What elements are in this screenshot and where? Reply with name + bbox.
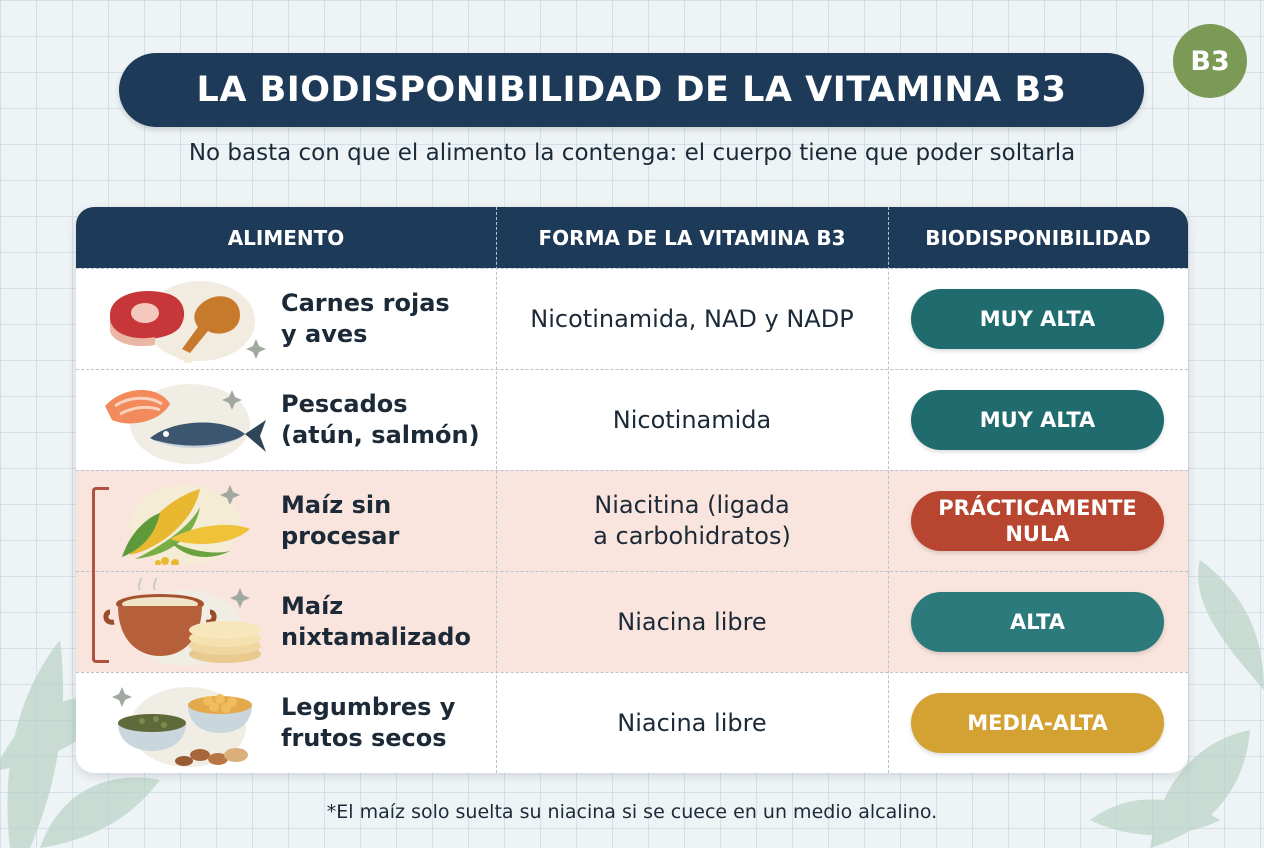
corn-icon (122, 485, 250, 565)
vitamin-form: Niacina libre (496, 572, 888, 672)
level-text: MUY ALTA (979, 307, 1096, 331)
footnote: *El maíz solo suelta su niacina si se cu… (326, 801, 938, 823)
food-name: Maíz sin procesar (281, 471, 491, 571)
food-name: Carnes rojas y aves (281, 269, 491, 369)
header-food: ALIMENTO (227, 225, 345, 250)
level-text: ALTA (1009, 610, 1066, 634)
title-banner: LA BIODISPONIBILIDAD DE LA VITAMINA B3 (119, 53, 1144, 127)
vitamin-form: Nicotinamida, NAD y NADP (496, 269, 888, 369)
level-text: MUY ALTA (979, 408, 1096, 432)
header-bioavailability: BIODISPONIBILIDAD (925, 225, 1151, 250)
level-badge: PRÁCTICAMENTE NULA (911, 491, 1164, 551)
form-line-1: Niacitina (ligada (594, 491, 790, 519)
meat-poultry-icon (110, 281, 266, 363)
table-row: Carnes rojas y aves Nicotinamida, NAD y N… (76, 268, 1188, 369)
pot-tortillas-icon (103, 578, 261, 666)
level-badge: ALTA (911, 592, 1164, 652)
food-line-2: frutos secos (281, 724, 447, 752)
fish-icon (105, 384, 266, 464)
form-line-1: Nicotinamida (612, 405, 772, 434)
table-row: Maíz sin procesar Niacitina (ligada a carb… (76, 470, 1188, 571)
form-line-1: Niacina libre (617, 607, 767, 636)
table-header: ALIMENTO FORMA DE LA VITAMINA B3 BIODISP… (76, 207, 1188, 268)
bioavailability-table: ALIMENTO FORMA DE LA VITAMINA B3 BIODISP… (76, 207, 1188, 773)
food-line-1: Maíz sin (281, 491, 392, 519)
food-line-2: (atún, salmón) (281, 421, 480, 449)
column-divider (888, 207, 889, 773)
table-row: Legumbres y frutos secos Niacina libre ME… (76, 672, 1188, 773)
food-line-1: Legumbres y (281, 693, 456, 721)
level-text: PRÁCTICAMENTE (938, 496, 1137, 520)
food-name: Pescados (atún, salmón) (281, 370, 491, 470)
level-badge: MUY ALTA (911, 289, 1164, 349)
form-line-1: Niacina libre (617, 708, 767, 737)
page-title: LA BIODISPONIBILIDAD DE LA VITAMINA B3 (196, 70, 1067, 110)
level-text: MEDIA-ALTA (967, 711, 1108, 735)
food-line-1: Maíz (281, 592, 344, 620)
header-form: FORMA DE LA VITAMINA B3 (538, 225, 846, 250)
legumes-nuts-icon (112, 687, 252, 767)
level-badge: MUY ALTA (911, 390, 1164, 450)
vitamin-form: Niacina libre (496, 673, 888, 773)
vitamin-form: Nicotinamida (496, 370, 888, 470)
food-name: Legumbres y frutos secos (281, 673, 491, 773)
table-row: Maíz nixtamalizado Niacina libre ALTA (76, 571, 1188, 672)
subtitle: No basta con que el alimento la contenga… (188, 140, 1076, 166)
food-line-1: Carnes rojas (281, 289, 450, 317)
food-line-2: procesar (281, 522, 400, 550)
vitamin-form: Niacitina (ligada a carbohidratos) (496, 471, 888, 571)
b3-badge: B3 (1173, 24, 1247, 98)
form-line-1: Nicotinamida, NAD y NADP (530, 304, 854, 333)
food-line-2: nixtamalizado (281, 623, 471, 651)
corn-group-bracket (92, 487, 109, 663)
table-row: Pescados (atún, salmón) Nicotinamida MUY … (76, 369, 1188, 470)
form-line-2: a carbohidratos) (593, 522, 791, 550)
level-text-2: NULA (1005, 522, 1070, 546)
food-line-1: Pescados (281, 390, 408, 418)
food-line-2: y aves (281, 320, 368, 348)
column-divider (496, 207, 497, 773)
level-badge: MEDIA-ALTA (911, 693, 1164, 753)
food-name: Maíz nixtamalizado (281, 572, 491, 672)
